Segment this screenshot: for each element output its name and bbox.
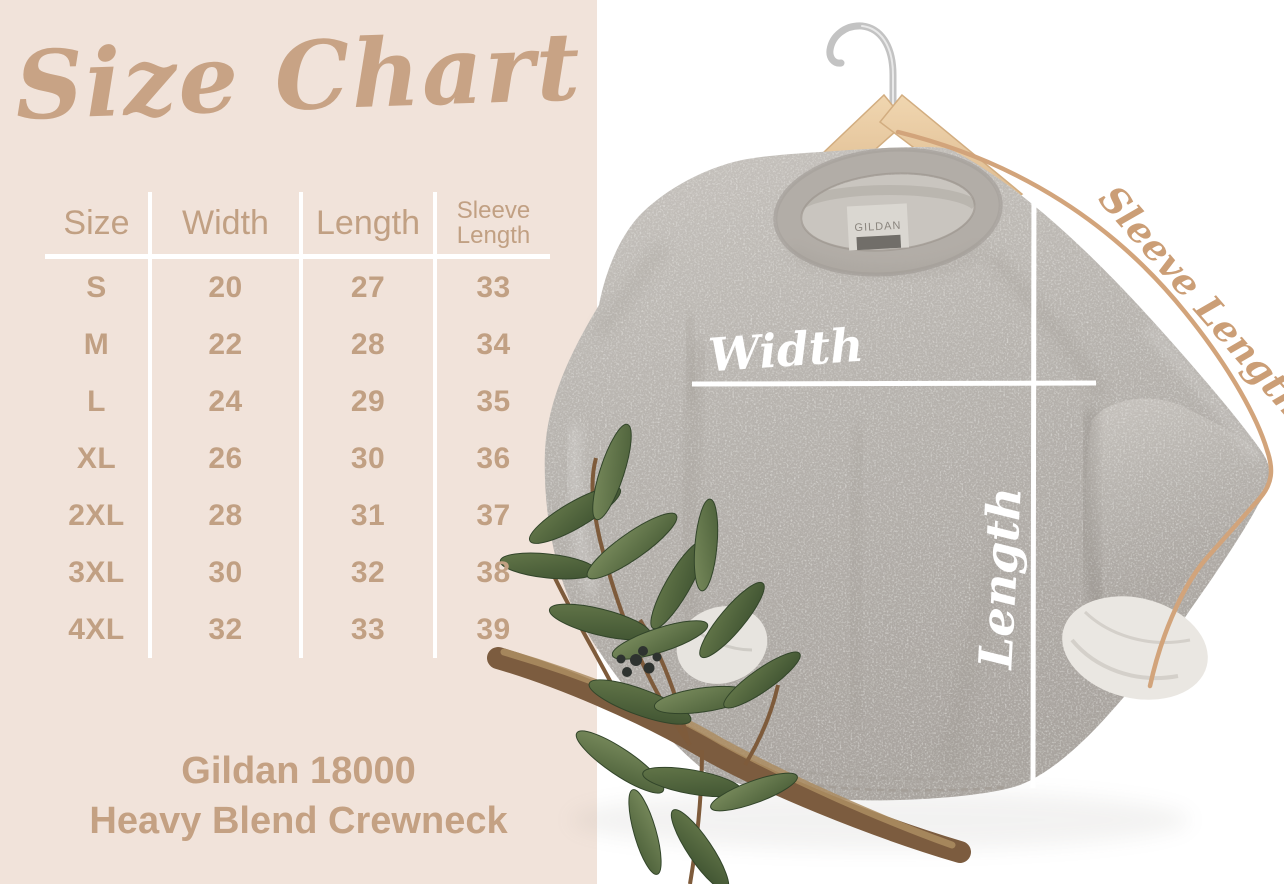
width-cell: 28 bbox=[152, 487, 303, 544]
product-name-line1: Gildan 18000 bbox=[181, 750, 416, 792]
size-cell: S bbox=[45, 259, 152, 316]
size-cell: L bbox=[45, 373, 152, 430]
product-caption: Gildan 18000 Heavy Blend Crewneck bbox=[0, 746, 597, 846]
length-label: Length bbox=[968, 486, 1032, 672]
length-cell: 28 bbox=[303, 316, 437, 373]
size-cell: 3XL bbox=[45, 544, 152, 601]
column-header-length: Length bbox=[303, 192, 437, 259]
width-cell: 22 bbox=[152, 316, 303, 373]
branch-decoration bbox=[487, 423, 971, 884]
column-header-sleeve-length: Sleeve Length bbox=[437, 192, 550, 259]
sleeve-cell: 37 bbox=[476, 498, 511, 532]
brand-tag-text: GILDAN bbox=[854, 220, 902, 234]
tag-size-box bbox=[856, 234, 902, 251]
width-line bbox=[691, 380, 1097, 387]
length-cell: 29 bbox=[303, 373, 437, 430]
column-header-width: Width bbox=[152, 192, 303, 259]
length-cell: 33 bbox=[303, 601, 437, 658]
product-name-line2: Heavy Blend Crewneck bbox=[89, 800, 508, 843]
width-cell: 32 bbox=[152, 601, 303, 658]
page-title: Size Chart bbox=[13, 12, 584, 142]
leaves bbox=[499, 423, 801, 884]
size-cell: 4XL bbox=[45, 601, 152, 658]
length-cell: 30 bbox=[303, 430, 437, 487]
width-cell: 30 bbox=[152, 544, 303, 601]
sweatshirt-forearm bbox=[1086, 398, 1267, 615]
sleeve-cell: 34 bbox=[476, 327, 511, 361]
size-cell: M bbox=[45, 316, 152, 373]
length-cell: 32 bbox=[303, 544, 437, 601]
sleeve-cell: 39 bbox=[476, 612, 511, 646]
size-table: Size Width Length Sleeve Length S 20 27 … bbox=[45, 192, 550, 658]
width-cell: 20 bbox=[152, 259, 303, 316]
width-cell: 24 bbox=[152, 373, 303, 430]
sleeve-cell: 38 bbox=[476, 555, 511, 589]
size-cell: XL bbox=[45, 430, 152, 487]
measurement-lines bbox=[691, 129, 1274, 789]
width-cell: 26 bbox=[152, 430, 303, 487]
branch bbox=[487, 647, 971, 863]
sleeve-cell: 35 bbox=[476, 384, 511, 418]
berries bbox=[616, 646, 662, 677]
width-label: Width bbox=[707, 318, 866, 383]
column-header-size: Size bbox=[45, 192, 152, 259]
length-cell: 31 bbox=[303, 487, 437, 544]
brand-tag: GILDAN bbox=[846, 203, 910, 251]
length-line bbox=[1030, 171, 1037, 789]
sleeve-length-line bbox=[895, 129, 1274, 689]
length-cell: 27 bbox=[303, 259, 437, 316]
sleeve-cell: 33 bbox=[476, 270, 511, 304]
size-cell: 2XL bbox=[45, 487, 152, 544]
sleeve-cell: 36 bbox=[476, 441, 511, 475]
